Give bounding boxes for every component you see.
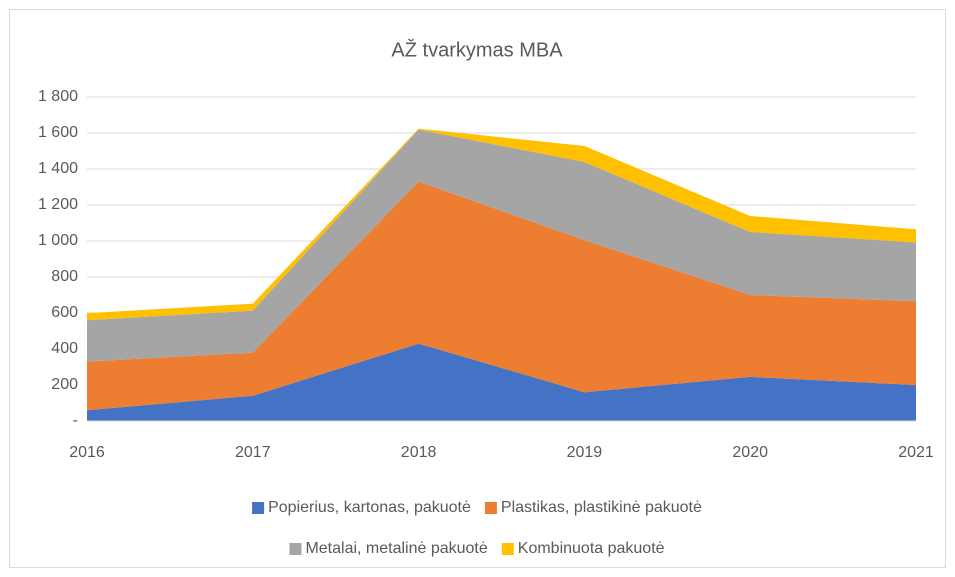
y-tick-label: 1 800 (38, 88, 78, 105)
area (87, 343, 916, 421)
legend-swatch (252, 502, 265, 514)
area (87, 128, 916, 321)
legend-label: Popierius, kartonas, pakuotė (268, 499, 471, 516)
x-tick-label: 2016 (69, 444, 105, 461)
legend-label: Kombinuota pakuotė (518, 540, 665, 557)
x-tick-label: 2021 (898, 444, 934, 461)
x-tick-label: 2018 (401, 444, 437, 461)
chart-title: AŽ tvarkymas MBA (391, 38, 563, 61)
y-tick-label: 600 (51, 304, 78, 321)
y-tick-label: 1 600 (38, 124, 78, 141)
y-tick-label: 1 200 (38, 196, 78, 213)
legend-item: Popierius, kartonas, pakuotė (252, 499, 471, 516)
legend-item: Plastikas, plastikinė pakuotė (484, 499, 702, 516)
area (87, 181, 916, 411)
legend-swatch (501, 543, 514, 555)
x-tick-label: 2017 (235, 444, 271, 461)
y-tick-label: 1 000 (38, 232, 78, 249)
x-tick-label: 2019 (567, 444, 603, 461)
legend-item: Metalai, metalinė pakuotė (289, 540, 488, 557)
area (87, 129, 916, 362)
y-tick-label: 1 400 (38, 160, 78, 177)
y-tick-label: 800 (51, 268, 78, 285)
y-tick-label: 400 (51, 340, 78, 357)
legend-swatch (289, 543, 302, 555)
legend-swatch (484, 502, 497, 514)
y-tick-label: 200 (51, 376, 78, 393)
x-tick-label: 2020 (732, 444, 768, 461)
legend-label: Metalai, metalinė pakuotė (305, 540, 487, 557)
legend-item: Kombinuota pakuotė (501, 540, 665, 557)
y-tick-label: - (73, 412, 78, 429)
legend-label: Plastikas, plastikinė pakuotė (501, 499, 702, 516)
